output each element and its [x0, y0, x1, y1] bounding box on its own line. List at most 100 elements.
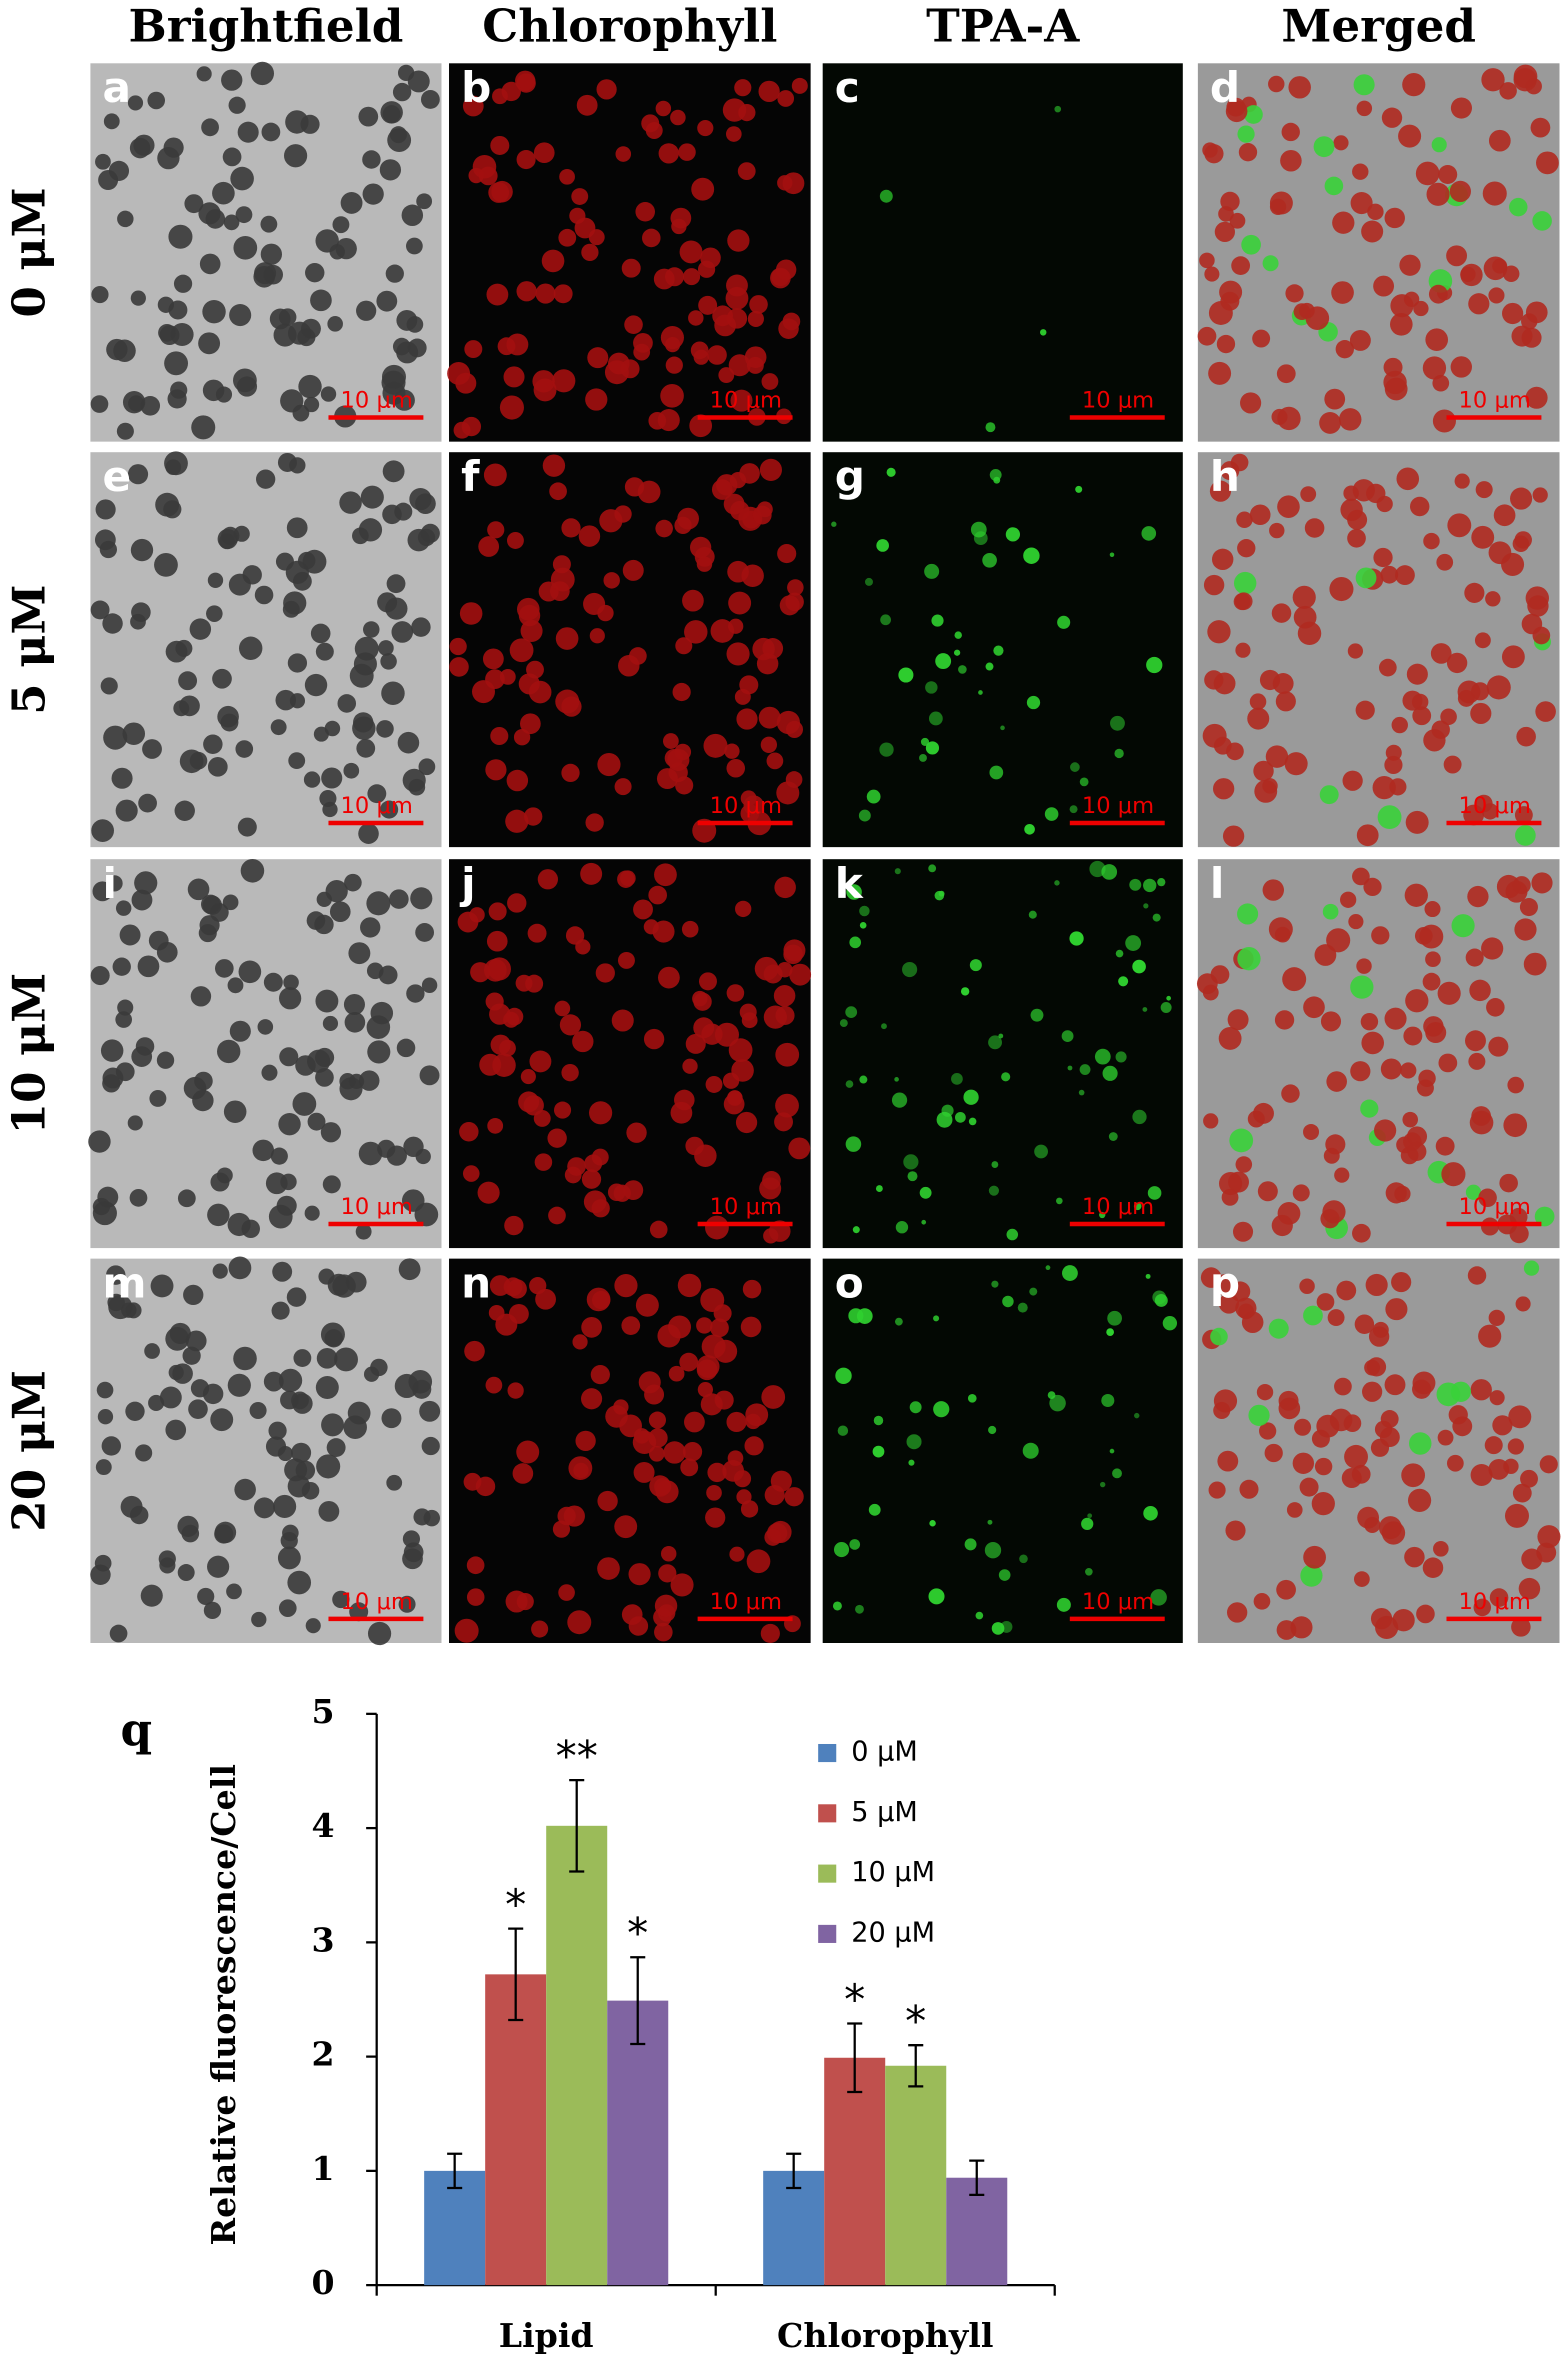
cell — [358, 1141, 383, 1166]
cell — [286, 517, 308, 539]
cell — [969, 959, 982, 972]
cell — [726, 758, 746, 778]
cell — [1145, 1273, 1151, 1279]
cell — [1489, 1588, 1509, 1607]
cell — [1110, 715, 1125, 731]
micrograph — [90, 61, 442, 442]
cell — [389, 889, 409, 909]
cell — [137, 955, 160, 978]
cell — [463, 1472, 482, 1491]
cell — [1450, 97, 1473, 119]
cell — [227, 1373, 251, 1397]
cell — [1101, 1393, 1115, 1408]
cell — [682, 1058, 698, 1074]
cell — [643, 1028, 665, 1050]
bar — [824, 2057, 886, 2286]
cell — [94, 1554, 112, 1572]
cell — [461, 416, 482, 437]
cell — [121, 1302, 137, 1318]
cell — [933, 1315, 940, 1322]
cell — [1227, 1602, 1248, 1623]
cell — [1402, 1111, 1419, 1128]
cell — [1019, 1554, 1028, 1564]
cell — [97, 1186, 119, 1208]
cell — [529, 1277, 547, 1295]
cell — [197, 1587, 215, 1606]
cell — [265, 1436, 287, 1457]
y-tick-label: 2 — [311, 2035, 334, 2074]
cell — [1415, 161, 1440, 186]
cell — [1384, 207, 1405, 229]
cell — [1518, 1577, 1541, 1600]
cell — [263, 1371, 284, 1392]
cell — [1482, 181, 1507, 206]
cell — [1237, 903, 1259, 925]
cell — [135, 1444, 153, 1462]
cell — [575, 1430, 596, 1452]
cell — [170, 381, 188, 399]
cell — [1280, 149, 1302, 172]
cell — [895, 1221, 909, 1234]
cell — [655, 100, 672, 117]
cell — [376, 290, 398, 312]
cell — [1470, 1464, 1493, 1487]
cell — [327, 316, 343, 332]
cell — [1347, 509, 1368, 530]
cell — [1422, 356, 1447, 380]
cell — [746, 356, 764, 374]
cell — [1209, 480, 1232, 502]
cell — [584, 1154, 603, 1173]
cell — [638, 1371, 661, 1394]
cell — [738, 103, 756, 122]
cell — [684, 1411, 705, 1433]
cell — [654, 1477, 672, 1496]
cell — [712, 305, 734, 327]
cell — [589, 1101, 613, 1125]
cell — [415, 923, 435, 942]
cell — [1277, 495, 1300, 518]
cell — [329, 244, 345, 260]
cell — [578, 525, 601, 547]
cell — [1045, 1265, 1051, 1271]
cell — [261, 1064, 278, 1081]
scale-bar-label: 10 μm — [710, 1589, 782, 1615]
cell — [1341, 1468, 1362, 1489]
y-tick-label: 1 — [311, 2149, 334, 2188]
cell — [459, 602, 483, 625]
cell — [585, 813, 604, 832]
cell — [886, 467, 896, 477]
cell — [581, 1388, 603, 1410]
cell — [1256, 1383, 1274, 1401]
cell — [858, 809, 871, 822]
cell — [1401, 1463, 1426, 1488]
cell — [1319, 785, 1339, 805]
cell — [386, 1145, 407, 1166]
cell — [381, 364, 406, 389]
cell — [1141, 526, 1157, 541]
cell — [485, 992, 504, 1011]
cell — [190, 1379, 210, 1398]
cell — [1422, 1557, 1444, 1578]
cell — [1440, 708, 1457, 726]
cell — [393, 389, 415, 411]
cell — [1085, 1567, 1093, 1576]
cell — [1451, 914, 1475, 938]
cell — [985, 422, 996, 433]
cell — [402, 1548, 423, 1570]
cell — [775, 1093, 799, 1118]
scale-bar-label: 10 μm — [341, 1194, 413, 1220]
cell — [482, 648, 504, 670]
cell — [1061, 1030, 1074, 1042]
cell — [391, 621, 414, 643]
cell — [763, 964, 783, 984]
micrograph-background — [1197, 63, 1560, 442]
cell — [1465, 1184, 1482, 1200]
cell — [766, 752, 784, 770]
cell — [664, 267, 685, 287]
cell — [1384, 1374, 1406, 1396]
cell — [761, 373, 779, 390]
error-bar — [969, 2159, 985, 2196]
cell — [1446, 245, 1468, 267]
cell — [1078, 1089, 1085, 1096]
cell — [1435, 1136, 1455, 1156]
